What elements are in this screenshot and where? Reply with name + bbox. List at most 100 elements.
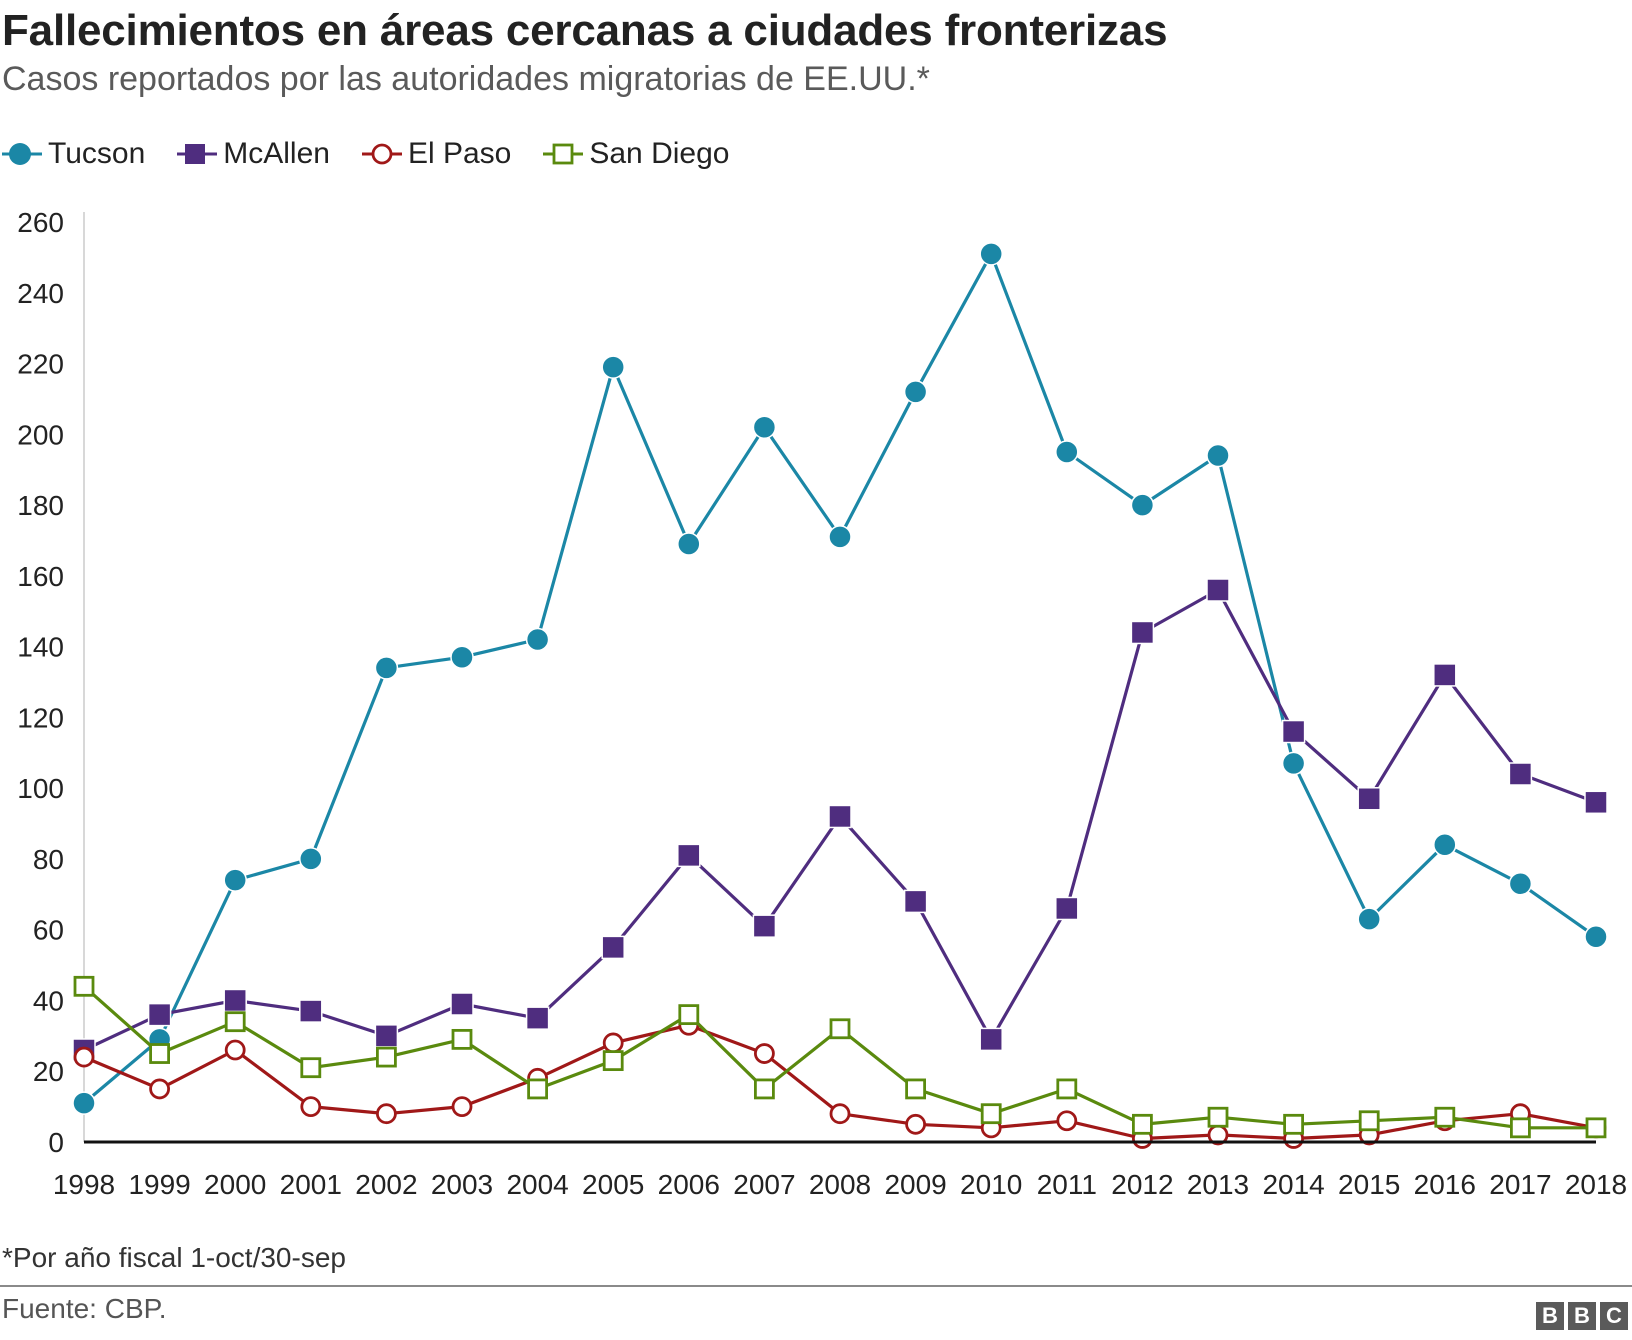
y-tick-label: 240: [17, 278, 64, 309]
y-tick-label: 180: [17, 490, 64, 521]
data-point-mcallen: [223, 988, 247, 1013]
source-text: Fuente: CBP.: [2, 1293, 167, 1324]
data-point-tucson: [1055, 440, 1079, 464]
data-point-san-diego: [754, 1078, 775, 1100]
data-point-mcallen: [525, 1006, 550, 1030]
legend-marker-icon: [2, 143, 42, 165]
y-tick-label: 260: [17, 207, 64, 238]
data-point-tucson: [1508, 871, 1533, 896]
x-tick-label: 2017: [1489, 1169, 1551, 1200]
data-point-tucson: [1584, 925, 1608, 949]
data-point-mcallen: [677, 843, 701, 868]
y-tick-label: 60: [33, 915, 64, 946]
x-tick-label: 2007: [733, 1169, 795, 1200]
data-point-el-paso: [451, 1096, 473, 1118]
series-line-tucson: [82, 252, 1597, 1105]
data-point-el-paso: [149, 1078, 171, 1100]
y-tick-label: 220: [17, 349, 64, 380]
data-point-el-paso: [224, 1039, 246, 1061]
data-point-san-diego: [451, 1028, 473, 1050]
data-point-mcallen: [1584, 790, 1608, 815]
data-point-mcallen: [147, 1002, 172, 1027]
data-point-mcallen: [1130, 620, 1155, 645]
x-tick-label: 2014: [1262, 1169, 1324, 1200]
data-point-san-diego: [1207, 1106, 1229, 1128]
data-point-el-paso: [375, 1103, 397, 1125]
y-tick-label: 160: [17, 561, 64, 592]
legend-label: El Paso: [407, 137, 512, 170]
series-san-diego: [73, 975, 1607, 1139]
data-point-san-diego: [602, 1050, 624, 1072]
data-point-mcallen: [1357, 787, 1381, 811]
data-point-tucson: [903, 380, 928, 404]
x-tick-label: 2010: [960, 1169, 1022, 1200]
data-point-mcallen: [979, 1027, 1003, 1052]
data-point-mcallen: [601, 935, 625, 960]
data-point-san-diego: [300, 1057, 322, 1079]
data-point-san-diego: [1585, 1117, 1607, 1139]
y-tick-label: 0: [48, 1127, 64, 1158]
x-tick-label: 1999: [128, 1169, 190, 1200]
data-point-mcallen: [752, 914, 777, 938]
data-point-san-diego: [73, 975, 95, 997]
y-tick-label: 120: [17, 702, 64, 733]
data-point-san-diego: [1510, 1117, 1531, 1139]
data-point-tucson: [223, 868, 247, 892]
logo-letter: B: [1568, 1302, 1596, 1330]
legend-label: McAllen: [223, 137, 330, 170]
data-point-tucson: [1433, 833, 1457, 857]
data-point-el-paso: [1056, 1110, 1078, 1132]
chart-subtitle: Casos reportados por las autoridades mig…: [2, 60, 930, 98]
data-point-san-diego: [224, 1011, 246, 1033]
line-chart: 0 20 40 60 80 100 120 140 160 180 200 220 240 260 1998…: [17, 207, 1627, 1200]
legend-item-san-diego: San Diego: [541, 137, 729, 171]
x-tick-label: 2005: [582, 1169, 644, 1200]
data-point-mcallen: [1281, 719, 1306, 744]
data-point-tucson: [72, 1091, 96, 1115]
data-point-el-paso: [829, 1103, 851, 1125]
data-point-el-paso: [73, 1046, 95, 1068]
data-point-san-diego: [1434, 1106, 1456, 1128]
x-tick-label: 2011: [1037, 1169, 1097, 1200]
data-point-mcallen: [450, 992, 474, 1016]
data-point-san-diego: [829, 1018, 851, 1040]
legend-marker-icon: [543, 143, 584, 165]
y-tick-label: 80: [33, 844, 64, 875]
legend: Tucson McAllen El Paso San Diego: [0, 134, 759, 174]
data-point-tucson: [374, 656, 399, 680]
data-point-san-diego: [1056, 1078, 1078, 1100]
series-tucson: [72, 242, 1608, 1115]
data-point-mcallen: [374, 1024, 399, 1048]
data-point-tucson: [1206, 443, 1230, 468]
data-point-tucson: [979, 242, 1003, 266]
legend-marker-icon: [177, 144, 218, 164]
data-point-tucson: [1281, 751, 1306, 776]
data-point-san-diego: [527, 1078, 548, 1100]
data-point-san-diego: [1283, 1113, 1304, 1135]
legend-label: Tucson: [48, 137, 146, 170]
data-point-tucson: [752, 415, 777, 439]
data-point-tucson: [299, 847, 323, 871]
legend-item-mcallen: McAllen: [175, 137, 330, 171]
logo-letter: C: [1600, 1302, 1628, 1330]
data-point-mcallen: [299, 999, 323, 1023]
data-point-san-diego: [980, 1103, 1002, 1125]
x-tick-label: 2004: [506, 1169, 568, 1200]
y-tick-label: 20: [33, 1056, 64, 1087]
data-point-tucson: [450, 645, 474, 669]
legend-label: San Diego: [589, 137, 730, 170]
chart-title: Fallecimientos en áreas cercanas a ciuda…: [2, 6, 1168, 55]
y-tick-label: 200: [17, 419, 64, 450]
footer-divider: [0, 1285, 1632, 1287]
x-tick-label: 2008: [809, 1169, 871, 1200]
data-point-tucson: [525, 627, 550, 652]
x-tick-label: 2000: [204, 1169, 266, 1200]
x-tick-label: 2002: [355, 1169, 417, 1200]
x-tick-label: 2013: [1187, 1169, 1249, 1200]
x-tick-label: 2012: [1111, 1169, 1173, 1200]
legend-item-el-paso: El Paso: [360, 137, 511, 171]
x-tick-label: 1998: [53, 1169, 115, 1200]
data-point-el-paso: [602, 1032, 624, 1054]
y-tick-label: 40: [33, 985, 64, 1016]
data-point-tucson: [1357, 907, 1381, 931]
